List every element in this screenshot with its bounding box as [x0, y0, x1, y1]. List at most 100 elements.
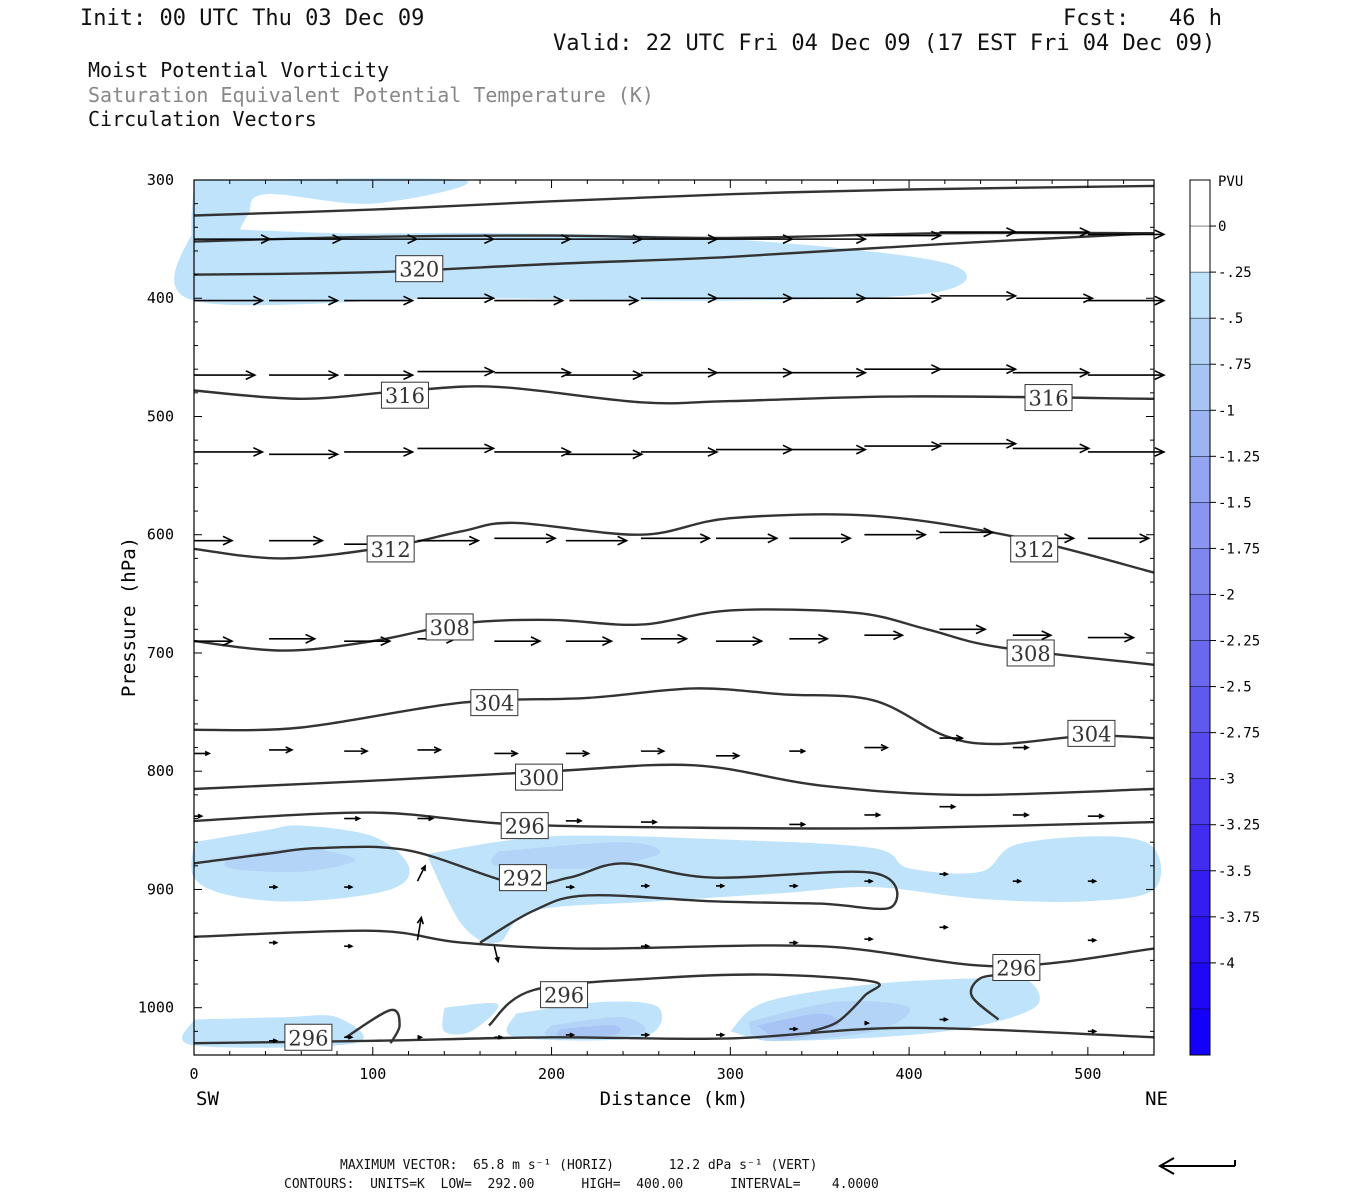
colorbar-segment — [1190, 594, 1210, 641]
pv-fill-layer — [174, 178, 1162, 1048]
y-tick-label: 600 — [147, 526, 174, 544]
circulation-vector — [716, 752, 741, 760]
y-axis-label: Pressure (hPa) — [118, 537, 140, 697]
circulation-vector — [1087, 813, 1105, 819]
circulation-vector — [1087, 295, 1166, 306]
axis-ticks: 0 100 200 300 400 500 300 400 500 600 700 800 900 100… — [138, 171, 1154, 1083]
colorbar-label: -1 — [1218, 403, 1235, 419]
circulation-vector — [344, 815, 362, 822]
circulation-vector — [716, 636, 764, 647]
circulation-vector — [1012, 367, 1091, 378]
circulation-vector — [1012, 812, 1030, 818]
circulation-vector — [789, 821, 807, 828]
circulation-vector — [864, 230, 943, 241]
y-tick-label: 700 — [147, 644, 174, 662]
colorbar-segment — [1190, 364, 1210, 411]
colorbar-label: -1.75 — [1218, 541, 1260, 557]
circulation-vector — [939, 438, 1018, 449]
circulation-vector — [789, 367, 868, 378]
contour-label-box — [366, 535, 415, 563]
pv-region — [442, 1002, 499, 1035]
colorbar-segment — [1190, 502, 1210, 549]
circulation-vector — [194, 813, 204, 819]
colorbar-segment — [1190, 226, 1210, 273]
circulation-vector — [789, 533, 852, 544]
colorbar-segment — [1190, 180, 1210, 227]
circulation-vector — [1016, 293, 1095, 304]
y-tick-label: 400 — [147, 289, 174, 307]
circulation-vector — [640, 633, 689, 644]
contour-label: 296 — [544, 984, 584, 1008]
circulation-vector — [1087, 446, 1166, 457]
colorbar-label: 0 — [1218, 219, 1226, 235]
circulation-vector — [789, 234, 868, 245]
circulation-vector — [569, 295, 640, 306]
contour-label: 312 — [371, 538, 411, 562]
circulation-vector — [640, 819, 658, 825]
contour-296 — [193, 811, 1155, 830]
colorbar-segment — [1190, 732, 1210, 779]
circulation-vector — [493, 946, 500, 964]
contour-312 — [193, 513, 1155, 574]
circulation-vector — [344, 370, 415, 381]
contour-label-box — [992, 954, 1041, 981]
title-theta-es: Saturation Equivalent Potential Temperat… — [88, 83, 654, 107]
circulation-vector — [939, 364, 1018, 375]
pv-region — [491, 842, 661, 870]
circulation-vector — [416, 864, 426, 882]
circulation-vector — [864, 878, 874, 884]
circulation-vector — [194, 446, 265, 457]
contour-label-box — [470, 689, 519, 717]
circulation-vector — [494, 636, 542, 647]
title-vectors: Circulation Vectors — [88, 107, 317, 131]
contour-label-box — [1024, 384, 1073, 412]
y-tick-label: 800 — [147, 762, 174, 780]
colorbar-segment — [1190, 318, 1210, 365]
circulation-vector — [640, 446, 719, 457]
contour-info: CONTOURS: UNITS=K LOW= 292.00 HIGH= 400.… — [284, 1177, 879, 1192]
contour-label: 308 — [430, 616, 470, 640]
contour-300 — [193, 763, 1155, 797]
circulation-vector — [194, 750, 212, 757]
circulation-vector — [789, 444, 868, 455]
colorbar-segment — [1190, 640, 1210, 687]
reference-vector-arrow — [1157, 1157, 1236, 1175]
colorbar-label: -2.25 — [1218, 634, 1260, 650]
circulation-vector — [565, 535, 629, 546]
circulation-vector — [789, 633, 830, 644]
circulation-vector — [1087, 937, 1098, 943]
colorbar-label: -1.25 — [1218, 449, 1260, 465]
circulation-vector — [344, 943, 354, 949]
circulation-vector — [269, 295, 340, 306]
circulation-vector — [1087, 1028, 1098, 1034]
circulation-vector — [716, 533, 779, 544]
circulation-vector — [417, 1034, 424, 1040]
contour-label-box — [515, 763, 564, 791]
circulation-vector — [789, 748, 807, 754]
circulation-vector — [344, 1034, 354, 1040]
circulation-vector — [716, 883, 726, 889]
circulation-vector — [269, 633, 317, 644]
circulation-vector — [1012, 443, 1091, 454]
colorbar-segment — [1190, 410, 1210, 457]
contour-label-box — [1010, 535, 1059, 563]
contour-320 — [193, 232, 1155, 276]
circulation-vector — [939, 924, 949, 930]
circulation-vector — [1012, 744, 1030, 751]
circulation-vector — [269, 940, 279, 946]
circulation-vector — [344, 884, 354, 890]
contour-layer — [193, 184, 1155, 1045]
circulation-vector — [565, 884, 576, 890]
contour-label: 316 — [1028, 387, 1068, 411]
circulation-vector — [417, 746, 443, 754]
x-tick-label: 500 — [1074, 1065, 1101, 1083]
circulation-vector — [1087, 370, 1166, 381]
circulation-vector — [417, 234, 496, 245]
circulation-vector — [417, 535, 481, 546]
contour-308 — [193, 608, 1155, 666]
contour-label: 308 — [1011, 642, 1051, 666]
circulation-vector — [494, 295, 565, 306]
circulation-vector — [939, 624, 987, 635]
circulation-vector — [864, 529, 928, 540]
